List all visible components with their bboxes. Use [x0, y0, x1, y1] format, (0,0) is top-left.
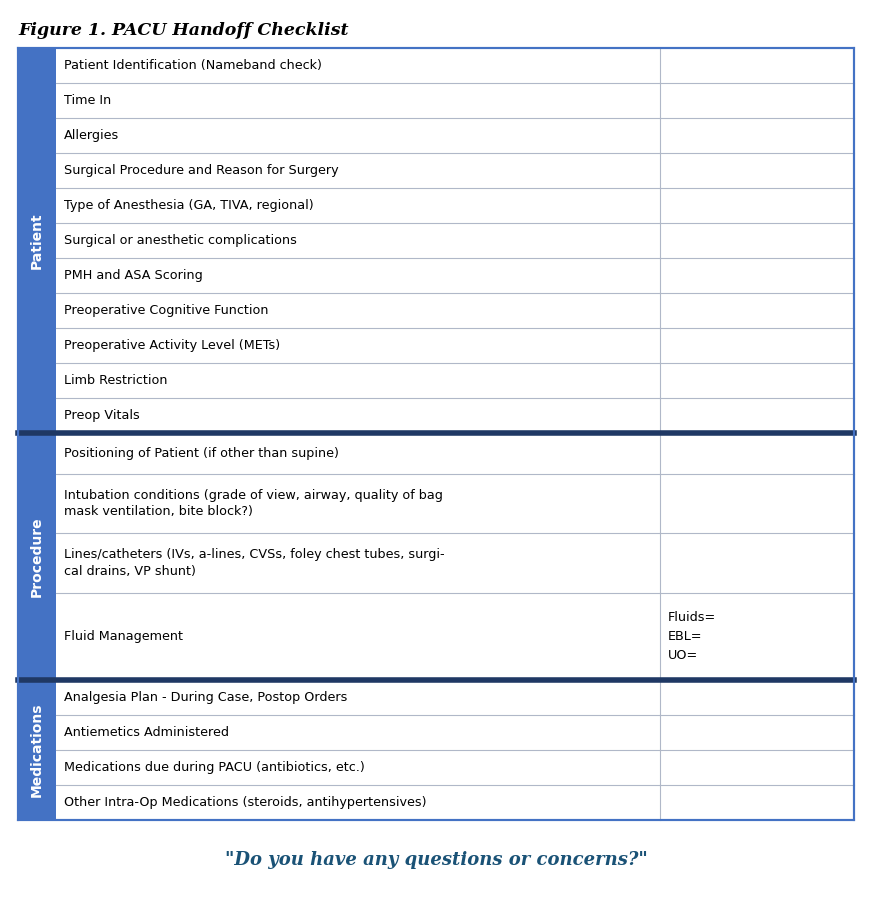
Text: Fluids=
EBL=
UO=: Fluids= EBL= UO=	[668, 611, 716, 662]
Text: Intubation conditions (grade of view, airway, quality of bag
mask ventilation, b: Intubation conditions (grade of view, ai…	[64, 489, 443, 519]
Text: Surgical or anesthetic complications: Surgical or anesthetic complications	[64, 234, 296, 247]
Bar	[18, 433, 56, 680]
Bar	[18, 48, 854, 820]
Text: Other Intra-Op Medications (steroids, antihypertensives): Other Intra-Op Medications (steroids, an…	[64, 796, 426, 809]
Bar	[18, 680, 56, 820]
Bar	[18, 48, 56, 433]
Text: Preop Vitals: Preop Vitals	[64, 409, 140, 422]
Text: Analgesia Plan - During Case, Postop Orders: Analgesia Plan - During Case, Postop Ord…	[64, 691, 347, 705]
Text: Preoperative Activity Level (METs): Preoperative Activity Level (METs)	[64, 339, 280, 351]
Text: Allergies: Allergies	[64, 129, 119, 142]
Text: Figure 1. PACU Handoff Checklist: Figure 1. PACU Handoff Checklist	[18, 22, 349, 39]
Text: PMH and ASA Scoring: PMH and ASA Scoring	[64, 269, 203, 282]
Text: Patient: Patient	[30, 212, 44, 269]
Text: Surgical Procedure and Reason for Surgery: Surgical Procedure and Reason for Surger…	[64, 164, 338, 177]
Text: Fluid Management: Fluid Management	[64, 630, 183, 643]
Text: Medications: Medications	[30, 703, 44, 797]
Text: Antiemetics Administered: Antiemetics Administered	[64, 727, 229, 739]
Text: "Do you have any questions or concerns?": "Do you have any questions or concerns?"	[225, 851, 647, 869]
Text: Type of Anesthesia (GA, TIVA, regional): Type of Anesthesia (GA, TIVA, regional)	[64, 199, 314, 212]
Text: Medications due during PACU (antibiotics, etc.): Medications due during PACU (antibiotics…	[64, 761, 364, 774]
Text: Preoperative Cognitive Function: Preoperative Cognitive Function	[64, 304, 269, 317]
Text: Time In: Time In	[64, 94, 112, 107]
Text: Positioning of Patient (if other than supine): Positioning of Patient (if other than su…	[64, 447, 339, 459]
Text: Limb Restriction: Limb Restriction	[64, 373, 167, 387]
Text: Procedure: Procedure	[30, 516, 44, 597]
Text: Patient Identification (Nameband check): Patient Identification (Nameband check)	[64, 59, 322, 72]
Text: Lines/catheters (IVs, a-lines, CVSs, foley chest tubes, surgi-
cal drains, VP sh: Lines/catheters (IVs, a-lines, CVSs, fol…	[64, 548, 445, 578]
